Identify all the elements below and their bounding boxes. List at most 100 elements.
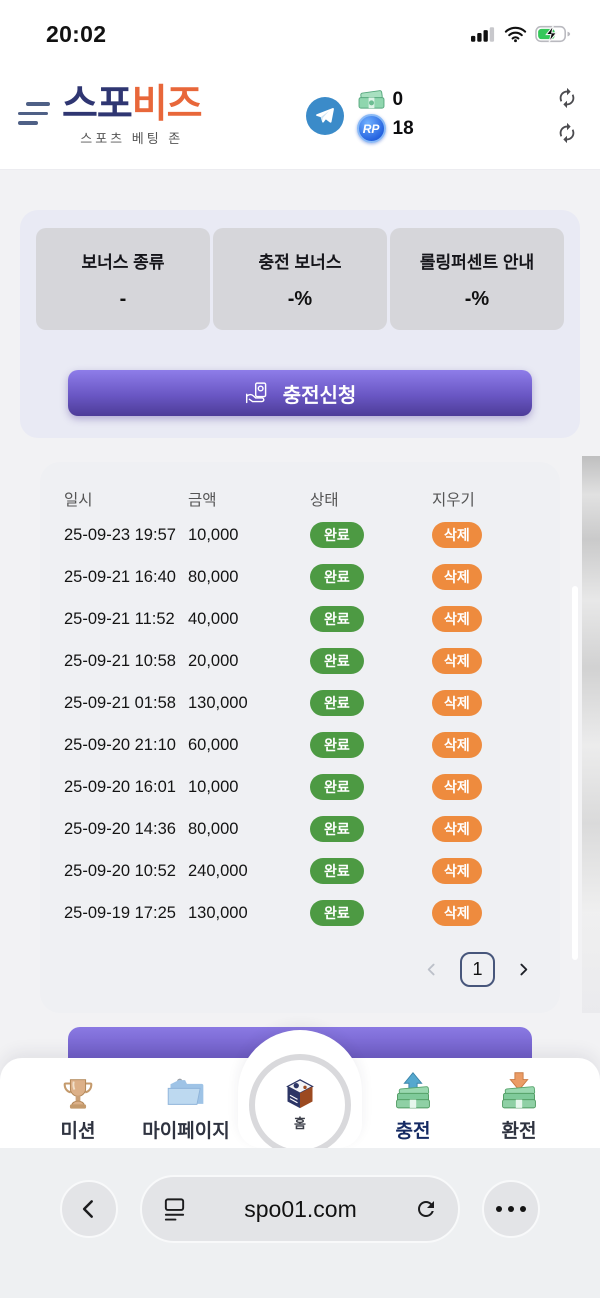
background-photo-strip: [582, 456, 600, 1013]
status-badge: 완료: [310, 900, 364, 926]
reader-icon[interactable]: [162, 1196, 187, 1222]
row-amount: 80,000: [188, 819, 239, 838]
signal-icon: [471, 27, 495, 42]
ellipsis-icon: [496, 1206, 526, 1212]
status-badge: 완료: [310, 858, 364, 884]
table-row: 25-09-21 16:40 80,000 완료 삭제: [40, 556, 560, 598]
row-amount: 130,000: [188, 693, 248, 712]
col-header-amount: 금액: [188, 492, 217, 509]
browser-back-button[interactable]: [60, 1180, 118, 1238]
money-up-icon: [357, 1069, 469, 1111]
cash-balance-row: 0: [357, 88, 414, 111]
table-row: 25-09-23 19:57 10,000 완료 삭제: [40, 514, 560, 556]
table-row: 25-09-20 14:36 80,000 완료 삭제: [40, 808, 560, 850]
delete-button[interactable]: 삭제: [432, 606, 482, 632]
rolling-percent-box: 롤링퍼센트 안내 -%: [390, 228, 564, 330]
nav-item-withdraw[interactable]: 환전: [463, 1069, 575, 1143]
col-header-date: 일시: [64, 492, 93, 509]
home-dice-icon: [286, 1079, 314, 1109]
status-badge: 완료: [310, 774, 364, 800]
nav-label-home: 홈: [294, 1116, 306, 1131]
table-row: 25-09-20 16:01 10,000 완료 삭제: [40, 766, 560, 808]
delete-button[interactable]: 삭제: [432, 858, 482, 884]
delete-button[interactable]: 삭제: [432, 690, 482, 716]
browser-url: spo01.com: [244, 1195, 357, 1222]
site-logo-subtitle: 스포츠 베팅 존: [80, 130, 184, 146]
nav-label-deposit: 충전: [395, 1121, 431, 1142]
reload-icon[interactable]: [414, 1197, 438, 1221]
bonus-box-row: 보너스 종류 - 충전 보너스 -% 롤링퍼센트 안내 -%: [36, 228, 564, 330]
delete-button[interactable]: 삭제: [432, 816, 482, 842]
table-row: 25-09-19 17:25 130,000 완료 삭제: [40, 892, 560, 934]
browser-toolbar: spo01.com: [0, 1148, 600, 1298]
rp-balance-value: 18: [392, 117, 414, 139]
refresh-buttons: [556, 87, 578, 144]
status-badge: 완료: [310, 732, 364, 758]
site-logo[interactable]: 스포비즈 스포츠 베팅 존: [62, 82, 203, 147]
col-header-delete: 지우기: [432, 492, 475, 509]
browser-more-button[interactable]: [482, 1180, 540, 1238]
menu-icon[interactable]: [16, 102, 52, 129]
row-amount: 60,000: [188, 735, 239, 754]
deposit-table-body: 25-09-23 19:57 10,000 완료 삭제 25-09-21 16:…: [40, 514, 560, 934]
bonus-type-box: 보너스 종류 -: [36, 228, 210, 330]
recharge-request-label: 충전신청: [282, 384, 357, 407]
delete-button[interactable]: 삭제: [432, 732, 482, 758]
telegram-button[interactable]: [305, 96, 344, 135]
nav-item-deposit[interactable]: 충전: [357, 1069, 469, 1143]
row-date: 25-09-20 10:52: [64, 861, 176, 880]
recharge-request-button[interactable]: 충전신청: [68, 370, 532, 416]
row-amount: 20,000: [188, 651, 239, 670]
delete-button[interactable]: 삭제: [432, 900, 482, 926]
row-date: 25-09-20 16:01: [64, 777, 176, 796]
row-amount: 40,000: [188, 609, 239, 628]
deposit-bonus-box: 충전 보너스 -%: [213, 228, 387, 330]
status-badge: 완료: [310, 564, 364, 590]
delete-button[interactable]: 삭제: [432, 564, 482, 590]
row-amount: 240,000: [188, 861, 248, 880]
browser-address-bar[interactable]: spo01.com: [140, 1175, 460, 1243]
balance-panel: 0 RP 18: [356, 88, 414, 143]
wifi-icon: [504, 26, 527, 43]
status-badge: 완료: [310, 522, 364, 548]
col-header-status: 상태: [310, 492, 339, 509]
page-number-button[interactable]: 1: [460, 952, 495, 987]
row-date: 25-09-21 16:40: [64, 567, 176, 586]
row-date: 25-09-21 11:52: [64, 609, 175, 628]
delete-button[interactable]: 삭제: [432, 648, 482, 674]
delete-button[interactable]: 삭제: [432, 522, 482, 548]
prev-page-icon[interactable]: [423, 961, 440, 978]
scrollbar: [572, 586, 578, 960]
table-row: 25-09-21 10:58 20,000 완료 삭제: [40, 640, 560, 682]
row-date: 25-09-23 19:57: [64, 525, 176, 544]
table-row: 25-09-21 11:52 40,000 완료 삭제: [40, 598, 560, 640]
status-bar: 20:02: [0, 0, 600, 62]
delete-button[interactable]: 삭제: [432, 774, 482, 800]
next-page-icon[interactable]: [515, 961, 532, 978]
row-amount: 130,000: [188, 903, 248, 922]
row-date: 25-09-20 14:36: [64, 819, 176, 838]
nav-item-mission[interactable]: 미션: [22, 1069, 134, 1143]
row-date: 25-09-21 10:58: [64, 651, 176, 670]
refresh-rp-icon[interactable]: [556, 122, 578, 144]
nav-item-mypage[interactable]: 마이페이지: [130, 1069, 242, 1143]
nav-label-mypage: 마이페이지: [142, 1121, 230, 1142]
folder-icon: [130, 1069, 242, 1111]
trophy-icon: [22, 1069, 134, 1111]
app-header: 스포비즈 스포츠 베팅 존 0 RP 18: [0, 62, 600, 170]
row-amount: 80,000: [188, 567, 239, 586]
row-date: 25-09-21 01:58: [64, 693, 176, 712]
nav-item-home[interactable]: 홈: [249, 1054, 351, 1156]
site-logo-text: 스포비즈: [62, 82, 203, 126]
row-amount: 10,000: [188, 525, 239, 544]
battery-charging-icon: [535, 25, 571, 43]
row-date: 25-09-19 17:25: [64, 903, 176, 922]
status-badge: 완료: [310, 690, 364, 716]
table-row: 25-09-21 01:58 130,000 완료 삭제: [40, 682, 560, 724]
nav-label-withdraw: 환전: [501, 1121, 537, 1142]
telegram-icon: [316, 107, 334, 123]
status-badge: 완료: [310, 606, 364, 632]
bonus-summary-card: 보너스 종류 - 충전 보너스 -% 롤링퍼센트 안내 -% 충전신청: [20, 210, 580, 438]
refresh-cash-icon[interactable]: [556, 87, 578, 109]
rp-balance-row: RP 18: [356, 114, 414, 143]
